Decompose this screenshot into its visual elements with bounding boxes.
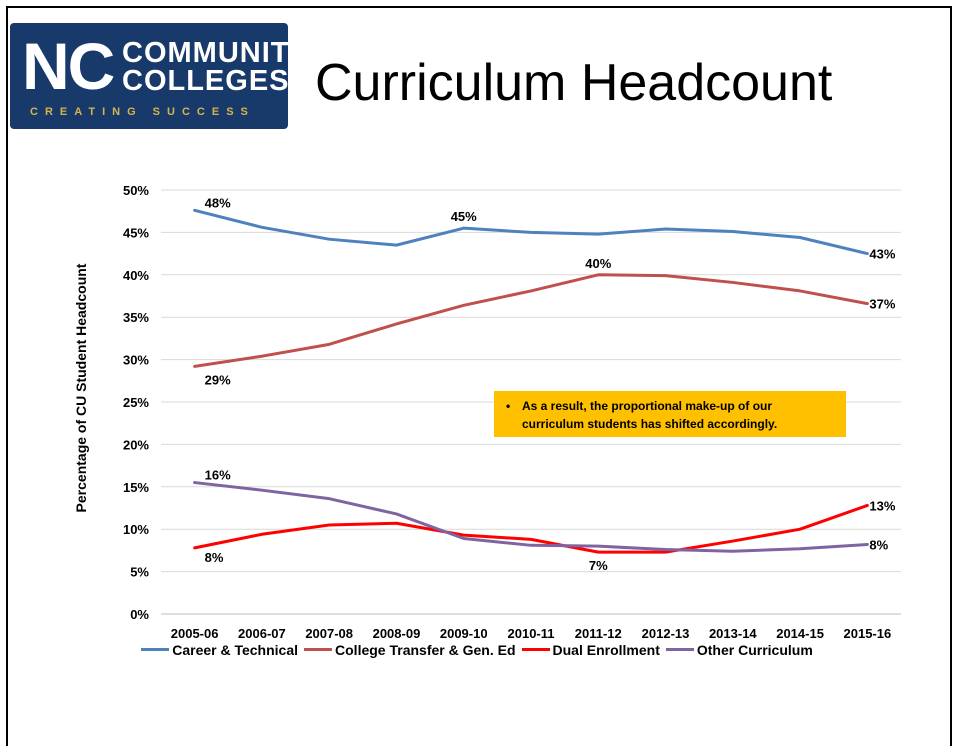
y-tick-label: 45% [123, 225, 149, 240]
data-label: 43% [869, 247, 895, 262]
y-tick-label: 35% [123, 310, 149, 325]
slide-title: Curriculum Headcount [315, 54, 833, 112]
legend-item: Dual Enrollment [521, 642, 660, 658]
y-tick-label: 25% [123, 395, 149, 410]
callout-text: As a result, the proportional make-up of… [522, 399, 778, 431]
series-line-0 [193, 208, 869, 256]
y-axis-label: Percentage of CU Student Headcount [73, 263, 89, 512]
x-tick-label: 2015-16 [844, 626, 892, 641]
callout-bullet: • [506, 399, 511, 413]
y-tick-label: 40% [123, 268, 149, 283]
data-label: 13% [869, 498, 895, 513]
x-tick-label: 2008-09 [373, 626, 421, 641]
data-labels: 48% 45% 43% 29% 40% 37% 8% 7% 13% 16% 8% [205, 195, 896, 573]
y-tick-label: 20% [123, 437, 149, 452]
x-tick-label: 2011-12 [575, 626, 622, 641]
nc-community-colleges-logo: NC COMMUNITY COLLEGES CREATING SUCCESS [10, 23, 288, 129]
x-tick-label: 2007-08 [305, 626, 353, 641]
x-tick-label: 2014-15 [776, 626, 824, 641]
logo-colleges-text: COLLEGES [122, 65, 288, 97]
legend-label: Dual Enrollment [552, 642, 660, 658]
data-label: 16% [205, 468, 231, 483]
y-axis-ticks: 0% 5% 10% 15% 20% 25% 30% 35% 40% 45% 50% [123, 183, 149, 622]
legend-label: Career & Technical [172, 642, 299, 658]
data-label: 45% [451, 209, 477, 224]
x-tick-label: 2009-10 [440, 626, 488, 641]
logo-tagline: CREATING SUCCESS [30, 106, 255, 118]
data-label: 37% [869, 297, 895, 312]
line-chart: 0%5%10%15%20%25%30%35%40%45%50% 2005-06 2… [73, 183, 901, 641]
legend-item: Career & Technical [141, 642, 298, 658]
series-line-1 [193, 273, 869, 368]
slide-frame [6, 6, 952, 746]
legend-item: College Transfer & Gen. Ed [304, 642, 516, 658]
legend-swatch [521, 647, 550, 651]
data-label: 48% [205, 195, 231, 210]
y-tick-label: 5% [130, 565, 149, 580]
logo-community-text: COMMUNITY [122, 37, 288, 69]
logo-nc-text: NC [22, 29, 115, 103]
x-tick-label: 2005-06 [171, 626, 219, 641]
chart-legend: Career & Technical College Transfer & Gen… [0, 642, 954, 658]
y-tick-label: 15% [123, 480, 149, 495]
data-label: 8% [869, 537, 888, 552]
x-axis-ticks: 2005-06 2006-07 2007-08 2008-09 2009-10 2010-… [171, 626, 891, 641]
legend-swatch [665, 647, 694, 651]
y-tick-label: 0% [130, 607, 149, 622]
callout-box: • As a result, the proportional make-up … [494, 391, 846, 437]
x-tick-label: 2012-13 [642, 626, 690, 641]
legend-item: Other Curriculum [665, 642, 813, 658]
y-tick-label: 30% [123, 353, 149, 368]
y-tick-label: 10% [123, 522, 149, 537]
series-line-2 [193, 503, 869, 554]
x-tick-label: 2010-11 [508, 626, 555, 641]
x-tick-label: 2006-07 [238, 626, 286, 641]
legend-swatch [304, 647, 333, 651]
series-lines [193, 208, 869, 554]
data-label: 8% [205, 550, 224, 565]
data-label: 29% [205, 372, 231, 387]
y-tick-label: 50% [123, 183, 149, 198]
x-tick-label: 2013-14 [709, 626, 757, 641]
legend-swatch [141, 647, 170, 651]
data-label: 40% [585, 256, 611, 271]
series-line-3 [193, 481, 869, 553]
legend-label: College Transfer & Gen. Ed [335, 642, 516, 658]
data-label: 7% [589, 558, 608, 573]
legend-label: Other Curriculum [696, 642, 813, 658]
